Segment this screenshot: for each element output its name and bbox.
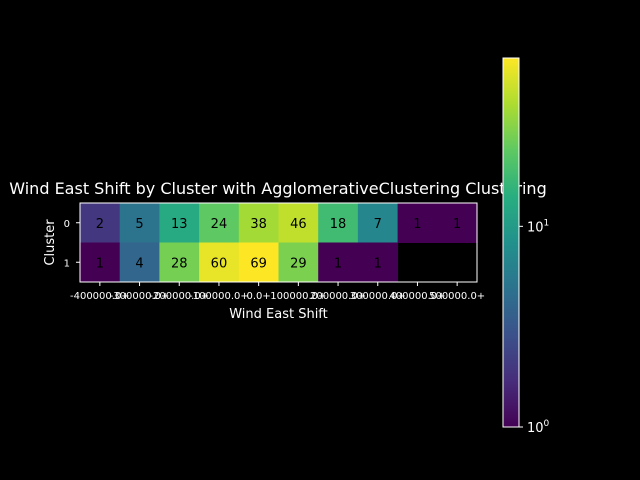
heatmap-cell <box>199 242 240 283</box>
x-tick-label: 0.0+ <box>247 291 271 302</box>
cell-value-label: 18 <box>330 217 347 232</box>
cell-value-label: 1 <box>96 256 104 271</box>
cell-value-label: 1 <box>453 217 461 232</box>
heatmap-cell <box>437 203 478 243</box>
cell-value-label: 1 <box>413 217 421 232</box>
y-axis-ticks: 01 <box>64 219 80 269</box>
cell-value-label: 29 <box>290 256 307 271</box>
x-tick-label: 500000.0+ <box>429 291 485 302</box>
cell-value-label: 1 <box>334 256 342 271</box>
colorbar <box>502 57 520 428</box>
x-tick-label: -400000.0+ <box>70 291 130 302</box>
cell-value-label: 60 <box>211 256 228 271</box>
x-axis-label: Wind East Shift <box>229 307 328 322</box>
heatmap-cell <box>80 203 121 243</box>
heatmap-cell <box>357 203 399 243</box>
heatmap-cell <box>119 242 160 283</box>
heatmap-cell <box>397 203 438 243</box>
cell-value-label: 13 <box>171 217 188 232</box>
x-tick-label: -100000.0+ <box>189 291 249 302</box>
cell-value-label: 7 <box>374 217 382 232</box>
heatmap-cell <box>119 203 160 243</box>
heatmap-cell <box>199 203 240 243</box>
cell-value-label: 2 <box>96 217 104 232</box>
heatmap-cell <box>278 203 319 243</box>
x-tick-label: 100000.0+ <box>270 291 326 302</box>
x-tick-label: 400000.0+ <box>389 291 445 302</box>
cell-labels: 2 5 13 24 38 46 18 7 1 1 1 4 28 60 69 29 1 1 <box>96 217 462 272</box>
heatmap-cell <box>318 203 359 243</box>
cell-value-label: 38 <box>250 217 267 232</box>
heatmap-cell <box>238 203 279 243</box>
y-tick-label: 0 <box>64 219 70 230</box>
x-tick-label: -200000.0+ <box>149 291 209 302</box>
x-axis-ticks: -400000.0+-300000.0+-200000.0+-100000.0+… <box>70 282 485 302</box>
cell-value-label: 4 <box>135 256 143 271</box>
cell-value-label: 1 <box>374 256 382 271</box>
chart-title: Wind East Shift by Cluster with Agglomer… <box>9 179 546 198</box>
cell-value-label: 5 <box>135 217 143 232</box>
colorbar-tick-label: 100 <box>527 419 550 436</box>
cell-value-label: 46 <box>290 217 307 232</box>
y-tick-label: 1 <box>64 258 70 269</box>
heatmap-cells <box>80 203 478 283</box>
cell-value-label: 28 <box>171 256 188 271</box>
cell-value-label: 69 <box>250 256 267 271</box>
heatmap-cell <box>159 203 200 243</box>
heatmap-cell <box>357 242 399 283</box>
heatmap-cell <box>318 242 359 283</box>
colorbar-tick-label: 101 <box>527 218 549 235</box>
heatmap-cell <box>80 242 121 283</box>
x-tick-label: 200000.0+ <box>310 291 366 302</box>
heatmap-cell <box>278 242 319 283</box>
x-tick-label: 300000.0+ <box>350 291 406 302</box>
x-tick-label: -300000.0+ <box>110 291 170 302</box>
colorbar-ticks: 100 101 <box>519 218 550 436</box>
y-axis-label: Cluster <box>43 219 58 266</box>
heatmap-cell <box>238 242 279 283</box>
heatmap-frame <box>79 202 478 283</box>
heatmap-cell <box>159 242 200 283</box>
cell-value-label: 24 <box>211 217 228 232</box>
